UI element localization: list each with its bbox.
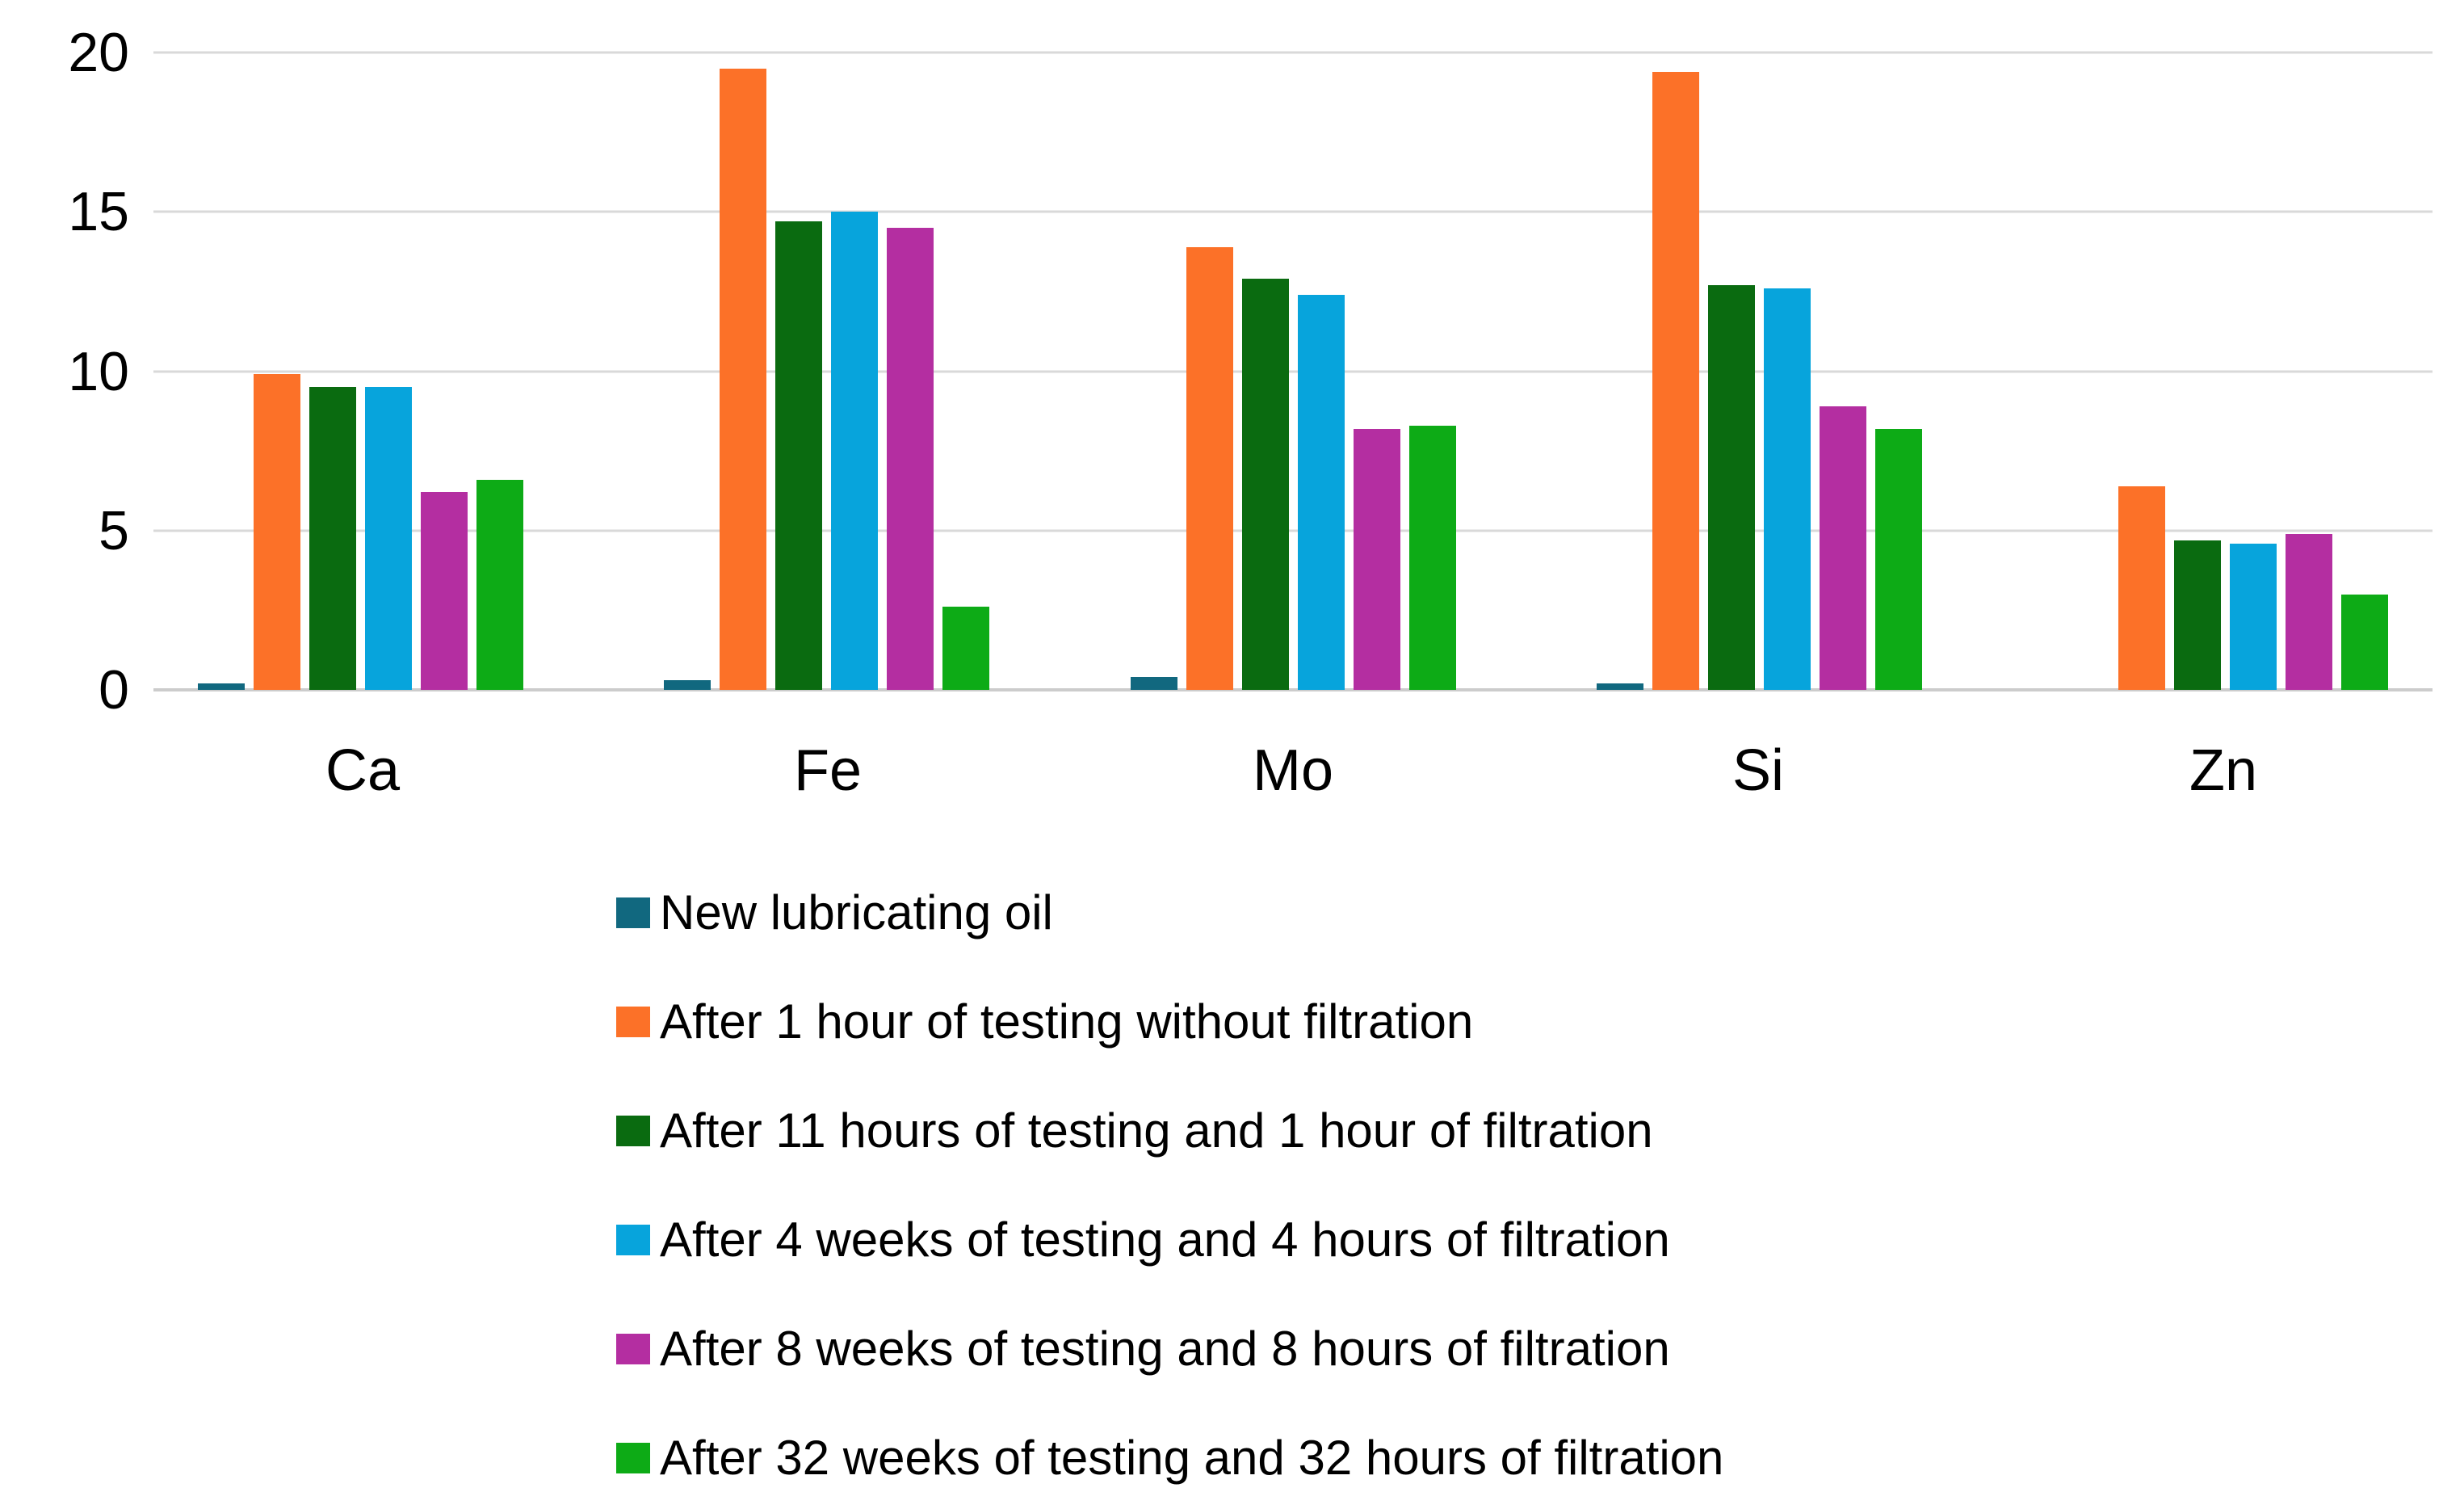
bar-mo-series-2 bbox=[1241, 279, 1289, 690]
bar-zn-series-5 bbox=[2341, 594, 2388, 690]
bar-fe-series-0 bbox=[664, 680, 711, 690]
legend-label-5: After 32 weeks of testing and 32 hours o… bbox=[660, 1430, 1724, 1485]
bar-si-series-0 bbox=[1596, 683, 1643, 690]
legend-label-1: After 1 hour of testing without filtrati… bbox=[660, 994, 1474, 1049]
bar-group-mo bbox=[1130, 53, 1456, 690]
legend-item-4: After 8 weeks of testing and 8 hours of … bbox=[616, 1294, 1723, 1403]
bar-fe-series-4 bbox=[887, 227, 934, 690]
y-tick-label-20: 20 bbox=[68, 22, 129, 83]
legend-item-0: New lubricating oil bbox=[616, 858, 1723, 967]
bar-si-series-4 bbox=[1819, 406, 1866, 690]
bar-mo-series-3 bbox=[1297, 294, 1345, 690]
bars-container bbox=[153, 53, 2433, 690]
x-tick-label-ca: Ca bbox=[325, 738, 401, 803]
legend-swatch-4 bbox=[616, 1333, 650, 1364]
legend-swatch-2 bbox=[616, 1115, 650, 1146]
y-tick-label-10: 10 bbox=[68, 340, 129, 402]
y-tick-label-5: 5 bbox=[99, 499, 129, 561]
y-tick-label-0: 0 bbox=[99, 659, 129, 721]
gridline-10 bbox=[153, 370, 2433, 372]
bar-mo-series-4 bbox=[1353, 428, 1400, 690]
bar-ca-series-0 bbox=[198, 683, 245, 690]
x-tick-label-zn: Zn bbox=[2189, 738, 2258, 803]
gridline-0 bbox=[153, 688, 2433, 691]
plot-area bbox=[153, 51, 2433, 691]
legend-label-0: New lubricating oil bbox=[660, 885, 1053, 939]
legend-swatch-0 bbox=[616, 897, 650, 928]
bar-ca-series-1 bbox=[254, 374, 300, 690]
bar-fe-series-1 bbox=[720, 68, 767, 690]
bar-si-series-2 bbox=[1707, 285, 1755, 690]
bar-ca-series-3 bbox=[365, 387, 412, 690]
gridline-15 bbox=[153, 210, 2433, 213]
legend-swatch-1 bbox=[616, 1006, 650, 1037]
bar-mo-series-1 bbox=[1186, 246, 1233, 690]
bar-ca-series-4 bbox=[421, 492, 468, 690]
bar-mo-series-5 bbox=[1408, 425, 1456, 690]
bar-group-fe bbox=[664, 53, 990, 690]
legend-swatch-5 bbox=[616, 1442, 650, 1473]
legend-label-2: After 11 hours of testing and 1 hour of … bbox=[660, 1103, 1653, 1158]
legend-item-2: After 11 hours of testing and 1 hour of … bbox=[616, 1076, 1723, 1185]
legend-label-4: After 8 weeks of testing and 8 hours of … bbox=[660, 1321, 1670, 1376]
legend: New lubricating oil After 1 hour of testi… bbox=[616, 858, 1723, 1509]
legend-swatch-3 bbox=[616, 1224, 650, 1255]
bar-ca-series-5 bbox=[476, 479, 523, 690]
bar-group-ca bbox=[198, 53, 523, 690]
gridline-5 bbox=[153, 529, 2433, 532]
y-axis: 0 5 10 15 20 bbox=[0, 25, 129, 717]
legend-label-3: After 4 weeks of testing and 4 hours of … bbox=[660, 1212, 1670, 1267]
gridline-20 bbox=[153, 51, 2433, 54]
bar-group-si bbox=[1596, 53, 1922, 690]
y-tick-label-15: 15 bbox=[68, 181, 129, 243]
bar-zn-series-4 bbox=[2286, 533, 2332, 690]
bar-zn-series-1 bbox=[2118, 485, 2165, 690]
bar-zn-series-2 bbox=[2174, 540, 2221, 690]
x-tick-label-mo: Mo bbox=[1252, 738, 1334, 803]
bar-zn-series-3 bbox=[2230, 543, 2277, 690]
legend-item-3: After 4 weeks of testing and 4 hours of … bbox=[616, 1185, 1723, 1294]
bar-si-series-5 bbox=[1874, 428, 1922, 690]
legend-item-5: After 32 weeks of testing and 32 hours o… bbox=[616, 1403, 1723, 1509]
x-tick-label-fe: Fe bbox=[793, 738, 863, 803]
bar-fe-series-2 bbox=[775, 221, 823, 690]
x-tick-label-si: Si bbox=[1732, 738, 1785, 803]
bar-fe-series-5 bbox=[942, 607, 990, 690]
bar-si-series-3 bbox=[1763, 288, 1811, 690]
bar-si-series-1 bbox=[1652, 71, 1699, 690]
legend-item-1: After 1 hour of testing without filtrati… bbox=[616, 967, 1723, 1076]
x-axis: Ca Fe Mo Si Zn bbox=[153, 742, 2433, 800]
bar-mo-series-0 bbox=[1130, 677, 1177, 690]
bar-fe-series-3 bbox=[831, 212, 879, 690]
bar-ca-series-2 bbox=[309, 387, 356, 690]
bar-group-zn bbox=[2063, 53, 2388, 690]
